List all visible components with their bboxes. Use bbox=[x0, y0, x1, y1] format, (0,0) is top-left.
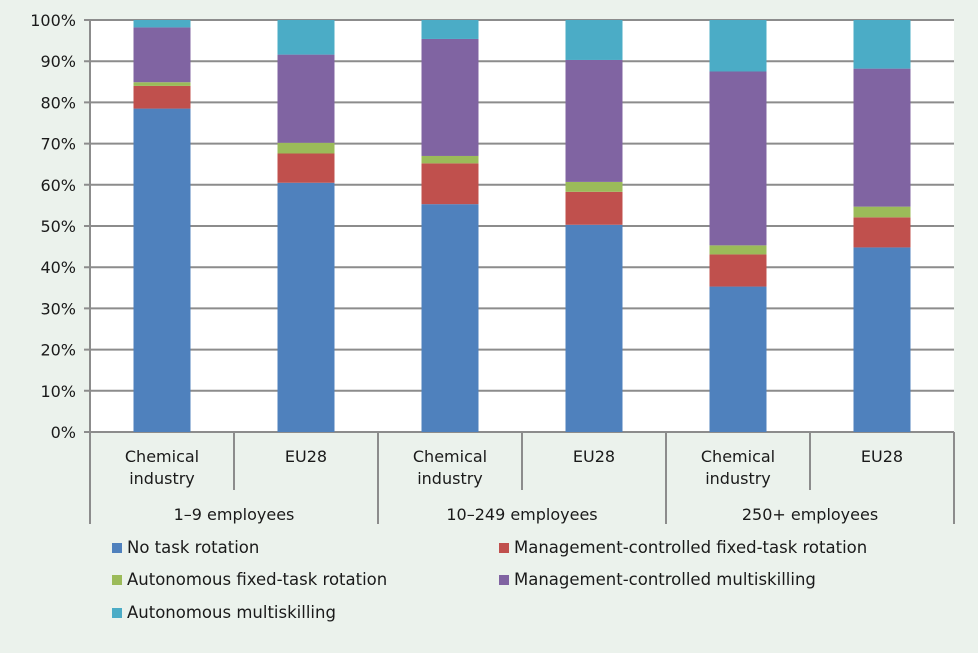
y-tick-label: 50% bbox=[40, 217, 76, 236]
legend-label: Management-controlled fixed-task rotatio… bbox=[514, 538, 868, 557]
x-axis: Chemical industry EU28 Chemical industry EU28… bbox=[125, 432, 955, 524]
y-tick-label: 70% bbox=[40, 135, 76, 154]
bar-segment-autonomous-multiskilling bbox=[565, 20, 623, 60]
legend-swatch bbox=[112, 542, 122, 553]
bar-segment-autonomous-fixed-task-rotation bbox=[277, 142, 335, 154]
legend-swatch bbox=[112, 607, 122, 618]
y-tick-label: 60% bbox=[40, 176, 76, 195]
legend-item-autonomous-fixed-task: Autonomous fixed-task rotation bbox=[112, 570, 387, 589]
bars bbox=[133, 20, 911, 432]
legend-swatch bbox=[112, 574, 122, 585]
y-tick-label: 0% bbox=[51, 423, 76, 442]
bar-segment-no-task-rotation bbox=[277, 182, 335, 432]
legend-item-no-task-rotation: No task rotation bbox=[112, 538, 259, 557]
category-label: Chemical bbox=[125, 447, 199, 466]
bar-segment-no-task-rotation bbox=[709, 286, 767, 432]
gridlines bbox=[84, 19, 954, 524]
y-tick-label: 30% bbox=[40, 299, 76, 318]
y-tick-label: 90% bbox=[40, 52, 76, 71]
legend-item-management-multiskilling: Management-controlled multiskilling bbox=[499, 570, 816, 589]
bar-segment-autonomous-multiskilling bbox=[709, 20, 767, 72]
bar-segment-management-controlled-fixed-task-rotation bbox=[421, 163, 479, 205]
legend-label: Autonomous fixed-task rotation bbox=[127, 570, 388, 589]
legend-swatch bbox=[499, 574, 509, 585]
bar-segment-management-controlled-multiskilling bbox=[709, 71, 767, 246]
bar-segment-autonomous-multiskilling bbox=[421, 20, 479, 39]
bar-segment-management-controlled-fixed-task-rotation bbox=[565, 191, 623, 225]
y-tick-label: 80% bbox=[40, 93, 76, 112]
bar-segment-autonomous-multiskilling bbox=[277, 20, 335, 55]
bar-segment-management-controlled-multiskilling bbox=[421, 38, 479, 156]
y-tick-label: 40% bbox=[40, 258, 76, 277]
category-label: EU28 bbox=[573, 447, 615, 466]
category-label: industry bbox=[417, 469, 483, 488]
bar-segment-management-controlled-fixed-task-rotation bbox=[133, 85, 191, 109]
bar-segment-autonomous-fixed-task-rotation bbox=[853, 206, 911, 218]
legend-item-autonomous-multiskilling: Autonomous multiskilling bbox=[112, 603, 336, 622]
bar-segment-autonomous-fixed-task-rotation bbox=[421, 155, 479, 164]
category-label: EU28 bbox=[285, 447, 327, 466]
legend-label: Management-controlled multiskilling bbox=[514, 570, 816, 589]
category-label: Chemical bbox=[701, 447, 775, 466]
category-label: Chemical bbox=[413, 447, 487, 466]
legend-item-management-fixed-task: Management-controlled fixed-task rotatio… bbox=[499, 538, 867, 557]
bar-segment-management-controlled-fixed-task-rotation bbox=[853, 217, 911, 248]
legend-label: No task rotation bbox=[127, 538, 260, 557]
bar-segment-management-controlled-multiskilling bbox=[277, 54, 335, 143]
group-label: 1–9 employees bbox=[174, 505, 295, 524]
legend-swatch bbox=[499, 542, 509, 553]
bar-segment-autonomous-multiskilling bbox=[133, 20, 191, 28]
y-tick-label: 20% bbox=[40, 341, 76, 360]
bar-segment-autonomous-fixed-task-rotation bbox=[133, 82, 191, 86]
bar-segment-no-task-rotation bbox=[133, 108, 191, 432]
bar-segment-management-controlled-fixed-task-rotation bbox=[277, 153, 335, 183]
bar-segment-autonomous-fixed-task-rotation bbox=[565, 181, 623, 192]
bar-segment-autonomous-fixed-task-rotation bbox=[709, 245, 767, 255]
category-label: EU28 bbox=[861, 447, 903, 466]
bar-segment-no-task-rotation bbox=[853, 247, 911, 432]
category-label: industry bbox=[129, 469, 195, 488]
bar-segment-no-task-rotation bbox=[565, 224, 623, 432]
group-label: 250+ employees bbox=[742, 505, 878, 524]
legend-label: Autonomous multiskilling bbox=[127, 603, 336, 622]
category-label: industry bbox=[705, 469, 771, 488]
bar-segment-management-controlled-fixed-task-rotation bbox=[709, 254, 767, 287]
bar-segment-no-task-rotation bbox=[421, 204, 479, 432]
bar-segment-management-controlled-multiskilling bbox=[853, 68, 911, 207]
stacked-bar-chart: 0% 10% 20% 30% 40% 50% 60% 70% 80% 90% 100% Chemic… bbox=[30, 11, 955, 524]
y-tick-label: 10% bbox=[40, 382, 76, 401]
y-axis-labels: 0% 10% 20% 30% 40% 50% 60% 70% 80% 90% 100% bbox=[30, 11, 76, 442]
y-tick-label: 100% bbox=[30, 11, 76, 30]
bar-segment-management-controlled-multiskilling bbox=[133, 27, 191, 83]
bar-segment-autonomous-multiskilling bbox=[853, 20, 911, 69]
group-label: 10–249 employees bbox=[446, 505, 597, 524]
bar-segment-management-controlled-multiskilling bbox=[565, 59, 623, 182]
